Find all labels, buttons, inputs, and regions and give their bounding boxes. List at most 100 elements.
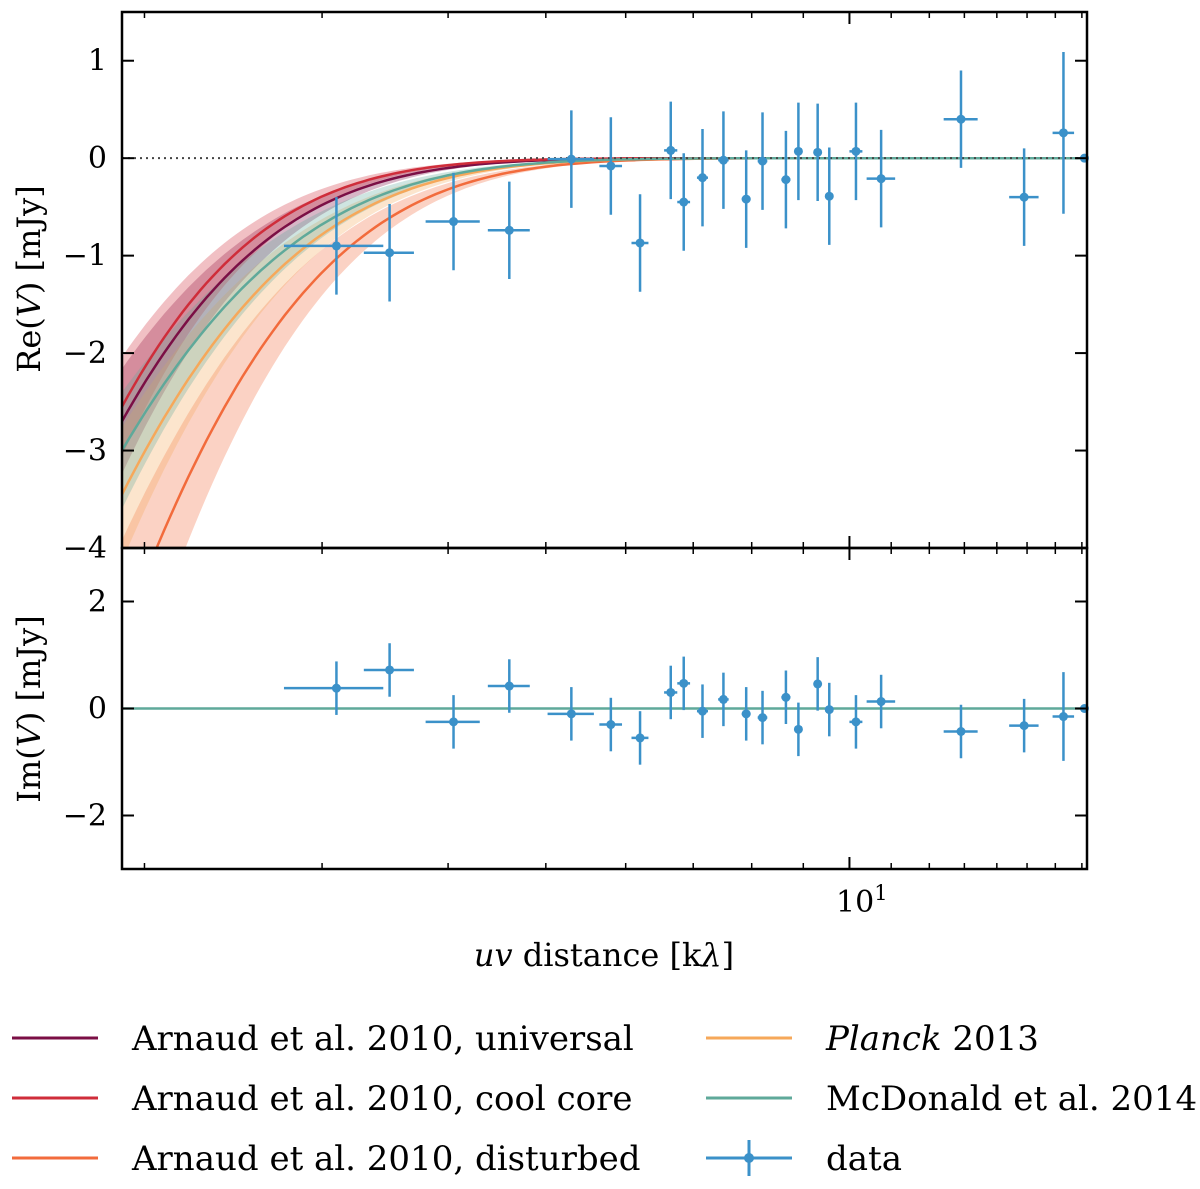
data-marker [851, 717, 861, 727]
bottom-y-title-post: ) [mJy] [10, 615, 48, 724]
x-axis-title-rest: distance [k [513, 936, 702, 974]
data-point-18 [866, 674, 896, 729]
data-marker [876, 174, 886, 184]
data-marker [566, 709, 576, 719]
data-marker [718, 155, 728, 165]
legend-label-planck-rest: 2013 [942, 1019, 1039, 1059]
data-marker [449, 217, 459, 227]
data-marker [851, 146, 861, 156]
bottom-y-axis-title: Im(V) [mJy] [10, 615, 48, 802]
legend-label-planck: Planck 2013 [825, 1019, 1039, 1059]
x-axis-title-lambda: λ [699, 936, 721, 974]
x-axis-title-close: ] [722, 936, 734, 974]
data-marker [449, 717, 459, 727]
top-model-bands [122, 158, 1087, 548]
legend-label-cool-core: Arnaud et al. 2010, cool core [131, 1079, 633, 1119]
data-marker [781, 175, 791, 185]
data-point-3 [487, 659, 530, 713]
data-point-5 [599, 117, 623, 215]
legend-label-universal: Arnaud et al. 2010, universal [131, 1019, 634, 1059]
data-point-9 [696, 128, 708, 227]
legend-data-marker [744, 1153, 754, 1163]
data-marker [698, 173, 708, 183]
data-marker [679, 197, 689, 207]
legend-swatch-data [706, 1140, 792, 1176]
data-point-17 [849, 695, 863, 749]
data-point-4 [547, 110, 594, 208]
axes-frames [120, 10, 1089, 871]
data-point-15 [813, 657, 823, 711]
data-point-10 [718, 672, 729, 727]
data-marker [876, 697, 886, 707]
data-point-19 [943, 70, 978, 168]
bottom-y-title-pre: Im( [10, 747, 48, 802]
data-marker [1058, 128, 1068, 138]
data-marker [385, 248, 395, 258]
x-axis-title-italic: uv [474, 936, 513, 974]
data-point-12 [757, 112, 768, 210]
top-model-lines [122, 156, 1087, 548]
data-marker [698, 706, 708, 716]
top-data-points [283, 51, 1089, 302]
data-point-12 [757, 690, 768, 745]
top-y-title-pre: Re( [10, 317, 48, 373]
data-point-16 [824, 147, 834, 245]
data-point-2 [425, 172, 480, 271]
y-tick-labels: 1 0 −1 −2 −3 −4 2 0 −2 [63, 44, 107, 834]
legend-label-data: data [826, 1139, 902, 1179]
data-point-21 [1052, 672, 1075, 761]
bottom-data-points [283, 643, 1089, 765]
data-marker [606, 161, 616, 171]
top-y-tick-label: 0 [88, 141, 107, 176]
bottom-y-tick-label: 0 [88, 692, 107, 727]
data-point-0 [283, 661, 384, 715]
legend-label-planck-italic: Planck [825, 1019, 942, 1059]
top-y-tick-label: 1 [88, 44, 107, 79]
data-point-1 [363, 643, 414, 697]
data-marker [824, 191, 834, 201]
legend-label-mcdonald: McDonald et al. 2014 [826, 1079, 1197, 1119]
x-tick-base: 10 [836, 885, 874, 920]
data-point-15 [813, 103, 823, 202]
top-y-tick-label: −3 [63, 434, 107, 469]
data-marker [824, 705, 834, 715]
data-marker [679, 678, 689, 688]
top-y-title-var: V [10, 291, 48, 317]
data-point-13 [781, 130, 791, 229]
data-marker [666, 145, 676, 155]
data-point-7 [664, 101, 678, 200]
data-marker [1019, 192, 1029, 202]
data-point-0 [283, 197, 384, 295]
data-marker [331, 683, 341, 693]
data-marker [758, 713, 768, 723]
data-point-7 [664, 665, 678, 720]
legend-label-disturbed: Arnaud et al. 2010, disturbed [131, 1139, 641, 1179]
data-marker [813, 147, 823, 157]
data-point-14 [793, 702, 803, 757]
data-point-9 [696, 684, 708, 738]
data-point-20 [1009, 148, 1039, 246]
bottom-y-title-var: V [10, 721, 48, 747]
data-point-18 [866, 129, 896, 228]
data-point-8 [677, 656, 691, 711]
data-point-16 [824, 682, 834, 737]
data-marker [504, 681, 514, 691]
data-marker [793, 146, 803, 156]
data-marker [504, 225, 514, 235]
data-marker [635, 733, 645, 743]
legend: Arnaud et al. 2010, universal Arnaud et … [12, 1019, 1197, 1179]
data-marker [781, 692, 791, 702]
data-marker [956, 727, 966, 737]
data-marker [331, 241, 341, 251]
data-marker [666, 687, 676, 697]
top-y-tick-label: −2 [63, 336, 107, 371]
data-point-10 [718, 111, 729, 209]
data-point-19 [943, 704, 978, 759]
x-axis-title: uv distance [kλ] [474, 936, 734, 974]
data-point-11 [741, 687, 751, 741]
bottom-y-tick-label: −2 [63, 799, 107, 834]
data-point-5 [599, 697, 623, 752]
data-marker [566, 154, 576, 164]
data-marker [606, 720, 616, 730]
